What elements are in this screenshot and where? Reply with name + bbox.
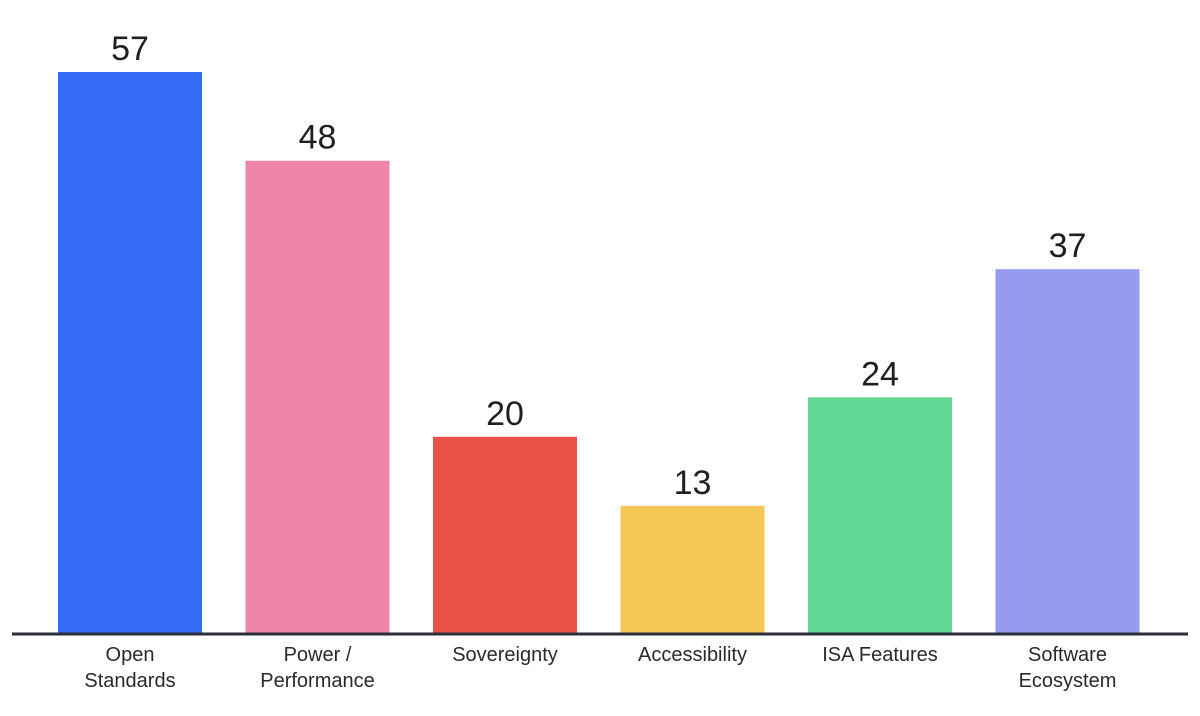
category-label-open-standards: Open Standards — [84, 644, 175, 692]
bar-open-standards — [58, 72, 202, 634]
bar-isa-features — [808, 397, 952, 634]
value-label-accessibility: 13 — [674, 464, 712, 502]
value-labels-group: 57 48 20 13 24 37 — [111, 30, 1086, 502]
category-label-accessibility: Accessibility — [638, 644, 747, 666]
category-labels-group: Open Standards Power / Performance Sovereign… — [84, 644, 1116, 692]
category-label-software-ecosystem: Software Ecosystem — [1019, 644, 1117, 692]
category-label-sovereignty: Sovereignty — [452, 644, 558, 666]
bar-accessibility — [620, 505, 765, 634]
value-label-isa-features: 24 — [861, 355, 899, 393]
value-label-software-ecosystem: 37 — [1049, 227, 1087, 265]
bar-software-ecosystem — [995, 269, 1140, 634]
bars-group — [58, 72, 1140, 634]
bar-power-performance — [245, 160, 390, 634]
value-label-sovereignty: 20 — [486, 395, 524, 433]
category-label-isa-features: ISA Features — [822, 644, 938, 666]
value-label-power-performance: 48 — [299, 119, 337, 157]
category-label-power-performance: Power / Performance — [260, 644, 375, 692]
value-label-open-standards: 57 — [111, 30, 149, 68]
bar-sovereignty — [433, 436, 577, 634]
